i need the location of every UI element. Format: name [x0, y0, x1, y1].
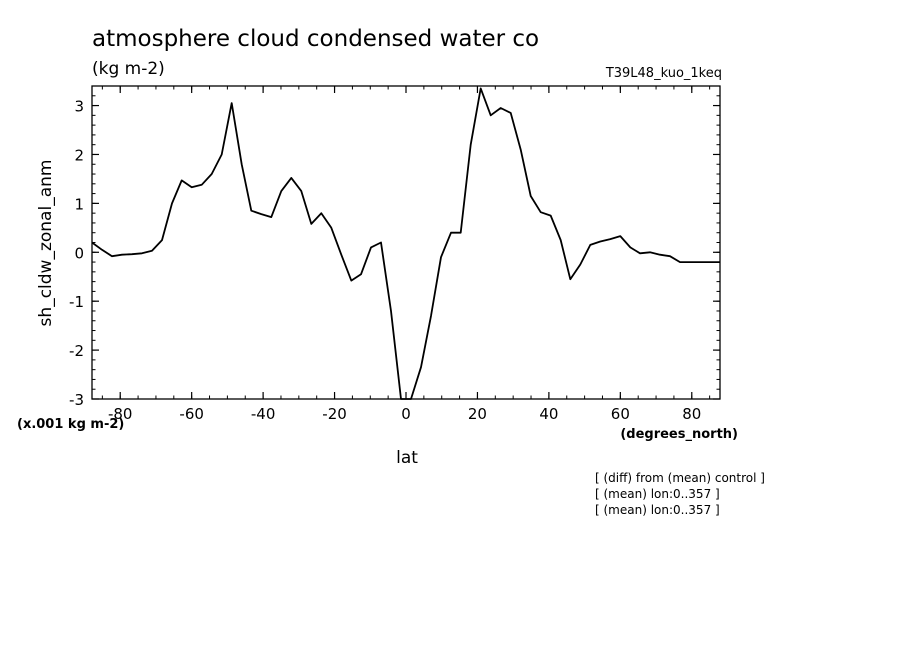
annotation-line: [ (mean) lon:0..357 ] — [595, 487, 720, 501]
plot-area: -3 -2 -1 0 1 2 3 -80 -60 -40 -20 0 20 40 60 80 — [69, 85, 721, 423]
x-tick-label: 0 — [401, 405, 411, 423]
run-label: T39L48_kuo_1keq — [605, 66, 722, 81]
x-units-label: (degrees_north) — [620, 427, 738, 442]
x-axis-label: lat — [396, 448, 418, 468]
annotation-line: [ (mean) lon:0..357 ] — [595, 503, 720, 517]
y-tick-label: 1 — [74, 195, 84, 213]
x-tick-label: 80 — [682, 405, 701, 423]
y-tick-label: -2 — [69, 342, 84, 360]
x-tick-labels: -80 -60 -40 -20 0 20 40 60 80 — [108, 405, 701, 423]
series-line — [91, 87, 720, 400]
x-tick-label: -80 — [108, 405, 133, 423]
chart-title: atmosphere cloud condensed water co — [92, 26, 539, 52]
y-tick-label: 0 — [74, 244, 84, 262]
x-tick-label: -40 — [251, 405, 276, 423]
x-tick-label: -20 — [322, 405, 347, 423]
chart-subtitle: (kg m-2) — [92, 59, 165, 79]
annotation-line: [ (diff) from (mean) control ] — [595, 471, 765, 485]
y-tick-label: -3 — [69, 391, 84, 409]
y-tick-label: 2 — [74, 146, 84, 164]
x-tick-label: 20 — [468, 405, 487, 423]
x-tick-label: 60 — [611, 405, 630, 423]
y-tick-label: -1 — [69, 293, 84, 311]
x-tick-label: -60 — [179, 405, 204, 423]
x-tick-label: 40 — [539, 405, 558, 423]
y-tick-labels: -3 -2 -1 0 1 2 3 — [69, 98, 84, 409]
y-axis-label: sh_cldw_zonal_anm — [36, 160, 56, 327]
axis-ticks — [92, 85, 720, 400]
y-tick-label: 3 — [74, 98, 84, 116]
y-scale-note: (x.001 kg m-2) — [17, 417, 124, 432]
